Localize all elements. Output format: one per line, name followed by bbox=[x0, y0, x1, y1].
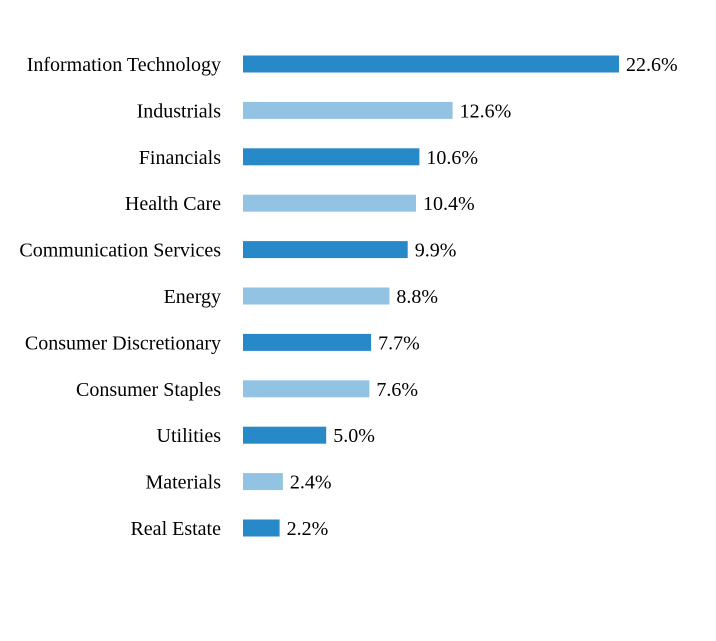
category-label-consumer-staples: Consumer Staples bbox=[76, 379, 221, 401]
bar-consumer-discretionary bbox=[243, 333, 372, 351]
value-label-health-care: 10.4% bbox=[423, 193, 475, 215]
category-label-financials: Financials bbox=[139, 147, 221, 169]
category-label-utilities: Utilities bbox=[157, 425, 222, 447]
bar-energy bbox=[243, 287, 390, 305]
value-label-consumer-staples: 7.6% bbox=[376, 379, 418, 401]
value-label-communication-services: 9.9% bbox=[415, 240, 457, 262]
value-label-materials: 2.4% bbox=[290, 472, 332, 494]
bar-information-technology bbox=[243, 55, 619, 73]
value-label-information-technology: 22.6% bbox=[626, 54, 678, 76]
bar-health-care bbox=[243, 194, 416, 212]
value-labels-group: 22.6% 12.6% 10.6% 10.4% 9.9% 8.8% 7.7% 7.6% 5.0%… bbox=[287, 54, 678, 540]
category-label-information-technology: Information Technology bbox=[27, 54, 221, 76]
bar-real-estate bbox=[243, 519, 280, 537]
bar-financials bbox=[243, 148, 420, 166]
bar-industrials bbox=[243, 101, 453, 119]
value-label-financials: 10.6% bbox=[426, 147, 478, 169]
category-label-energy: Energy bbox=[164, 286, 221, 308]
category-label-health-care: Health Care bbox=[125, 193, 221, 215]
bars-group bbox=[243, 55, 619, 537]
value-label-energy: 8.8% bbox=[396, 286, 438, 308]
category-label-industrials: Industrials bbox=[137, 100, 222, 122]
value-label-consumer-discretionary: 7.7% bbox=[378, 332, 420, 354]
category-label-materials: Materials bbox=[145, 472, 221, 494]
category-label-communication-services: Communication Services bbox=[19, 240, 221, 262]
bar-communication-services bbox=[243, 241, 408, 259]
category-label-consumer-discretionary: Consumer Discretionary bbox=[25, 332, 221, 354]
bar-utilities bbox=[243, 426, 327, 444]
value-label-industrials: 12.6% bbox=[460, 100, 512, 122]
bar-consumer-staples bbox=[243, 380, 370, 398]
category-labels-group: Information Technology Industrials Financi… bbox=[19, 54, 221, 540]
value-label-real-estate: 2.2% bbox=[287, 518, 329, 540]
category-label-real-estate: Real Estate bbox=[130, 518, 221, 540]
bar-materials bbox=[243, 473, 283, 491]
value-label-utilities: 5.0% bbox=[333, 425, 375, 447]
